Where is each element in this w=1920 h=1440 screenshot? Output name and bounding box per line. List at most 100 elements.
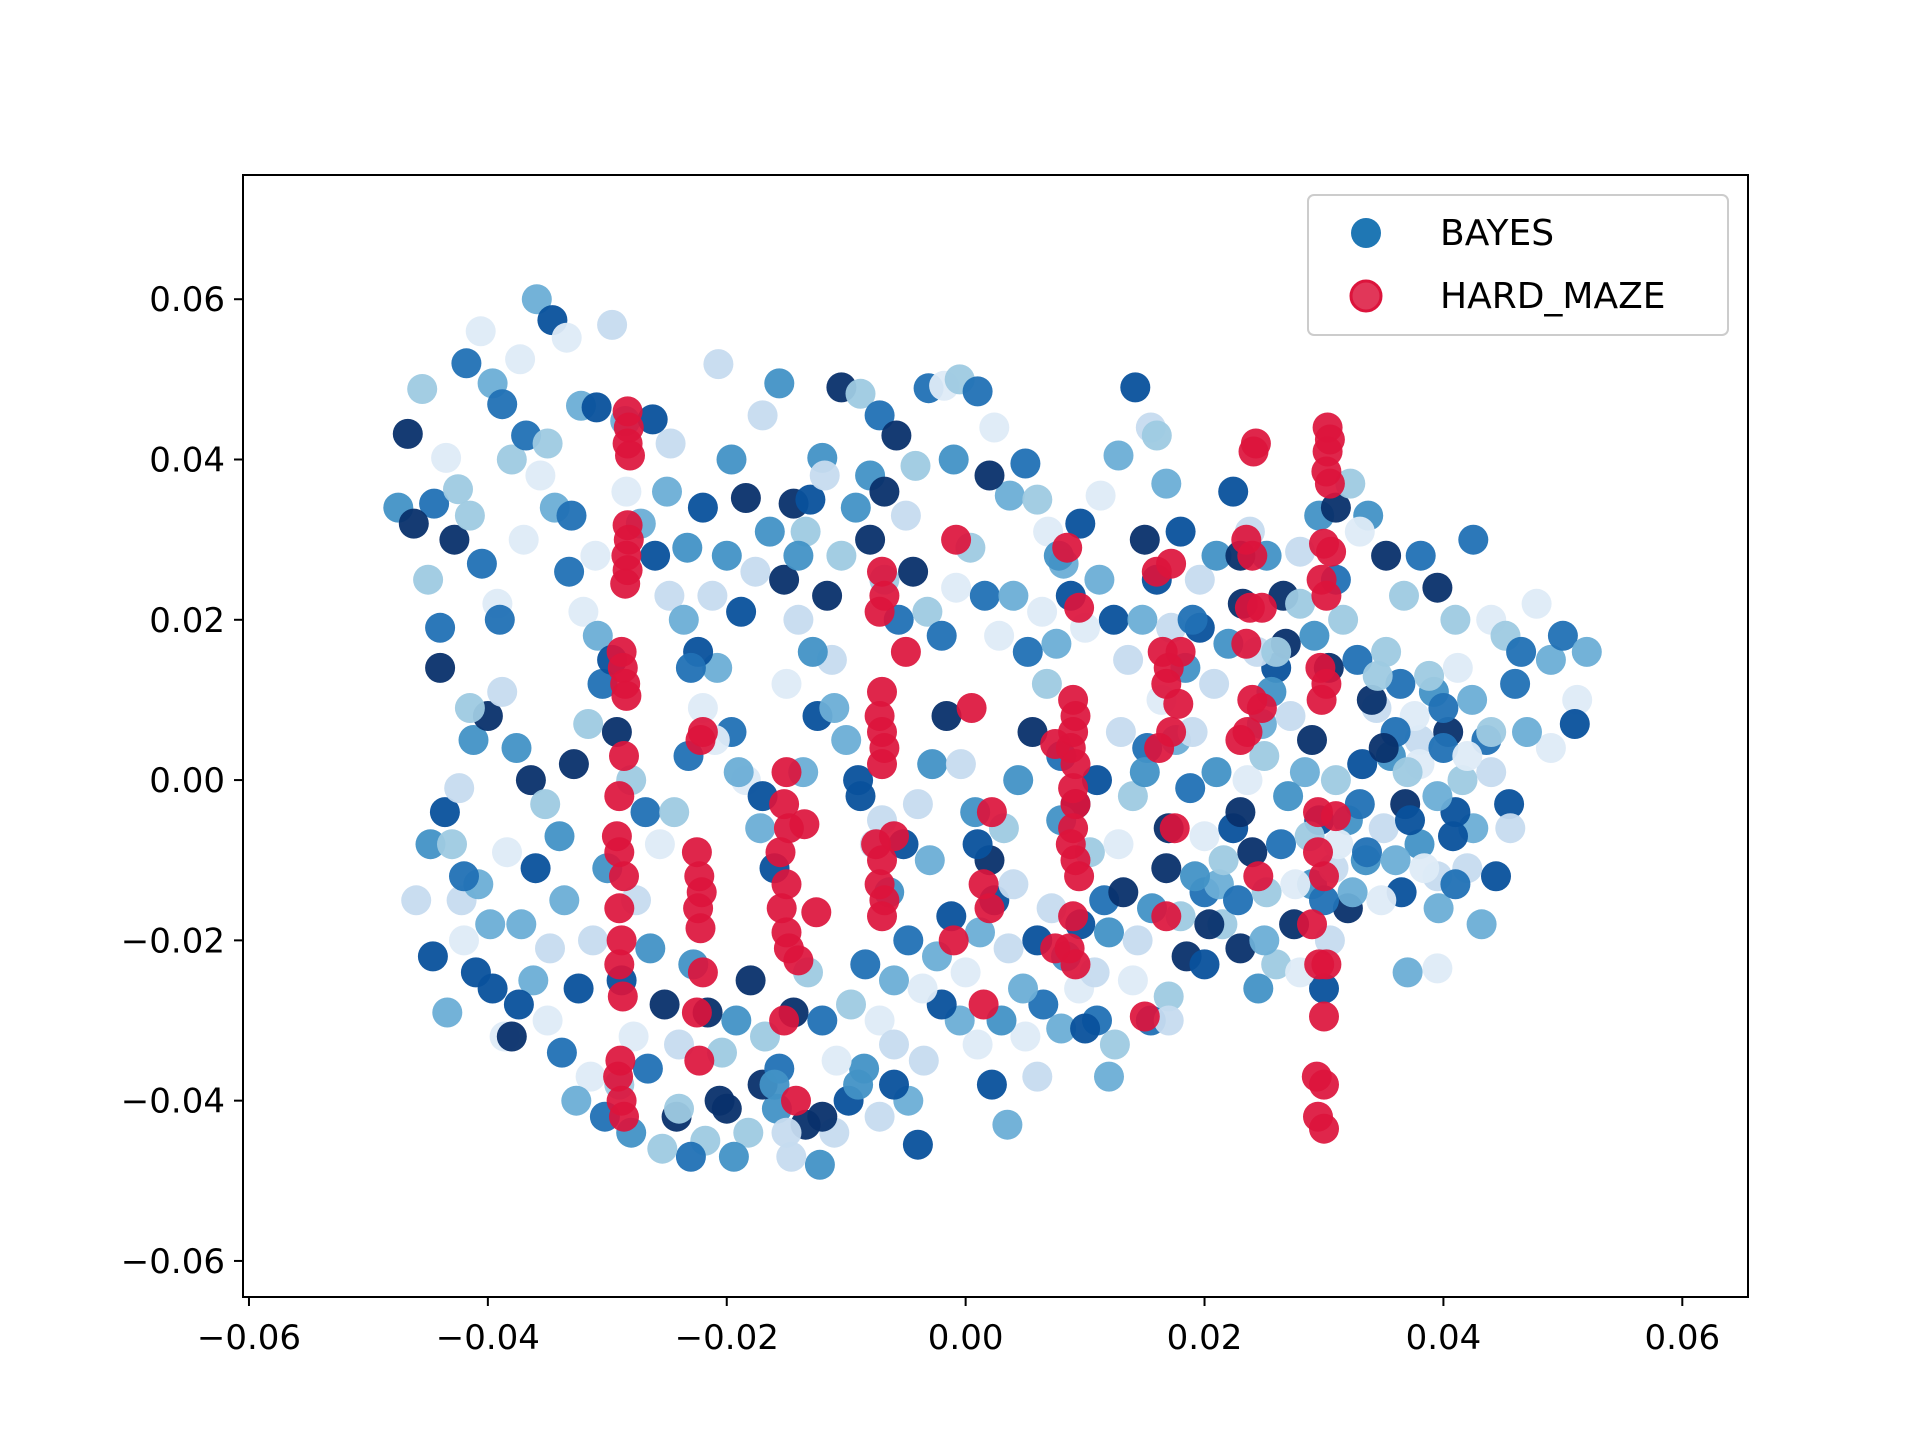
bayes-point xyxy=(415,829,446,860)
x-tick-label: 0.02 xyxy=(1167,1318,1243,1358)
hard-maze-point xyxy=(681,997,712,1028)
bayes-point xyxy=(936,901,967,932)
bayes-point xyxy=(697,580,728,611)
hard-maze-point xyxy=(1311,580,1342,611)
bayes-point xyxy=(437,829,467,860)
bayes-point xyxy=(417,941,448,972)
bayes-point xyxy=(1273,781,1304,812)
bayes-point xyxy=(1476,757,1507,788)
bayes-point xyxy=(797,636,828,667)
bayes-point xyxy=(1027,596,1058,627)
bayes-point xyxy=(890,500,921,531)
bayes-point xyxy=(1495,813,1526,844)
bayes-point xyxy=(711,540,742,571)
bayes-point xyxy=(1494,789,1525,820)
bayes-point xyxy=(881,420,912,451)
legend-marker-hard-maze xyxy=(1349,279,1383,313)
bayes-point xyxy=(893,925,924,956)
hard-maze-point xyxy=(781,1085,811,1116)
bayes-point xyxy=(984,620,1015,651)
bayes-point xyxy=(826,540,857,571)
y-tick-label: −0.06 xyxy=(121,1242,225,1282)
bayes-point xyxy=(721,1005,752,1036)
bayes-point xyxy=(974,460,1005,491)
hard-maze-point xyxy=(1225,725,1256,755)
bayes-point xyxy=(735,965,766,996)
bayes-point xyxy=(1506,636,1537,667)
bayes-point xyxy=(549,885,580,916)
bayes-point xyxy=(1177,717,1208,747)
x-axis: −0.06 −0.04 −0.02 0.00 0.02 0.04 0.06 xyxy=(197,1297,1720,1358)
bayes-point xyxy=(454,500,485,531)
hard-maze-point xyxy=(1144,733,1175,763)
bayes-point xyxy=(1129,757,1160,788)
bayes-point xyxy=(1535,644,1566,675)
bayes-point xyxy=(1010,1021,1041,1052)
y-tick-label: 0.04 xyxy=(149,441,225,481)
bayes-point xyxy=(1085,480,1116,511)
bayes-point xyxy=(1249,925,1280,956)
hard-maze-point xyxy=(1314,468,1345,499)
bayes-point xyxy=(398,508,429,539)
bayes-point xyxy=(1344,516,1375,547)
bayes-point xyxy=(1352,837,1382,868)
bayes-point xyxy=(1175,773,1206,804)
bayes-point xyxy=(1065,508,1096,539)
bayes-point xyxy=(998,580,1029,611)
bayes-point xyxy=(1562,684,1593,715)
bayes-point xyxy=(1280,869,1311,900)
hard-maze-point xyxy=(867,845,897,876)
hard-maze-point xyxy=(771,757,802,788)
bayes-point xyxy=(1440,604,1471,635)
bayes-point xyxy=(1414,660,1445,691)
bayes-point xyxy=(1559,709,1590,739)
legend-marker-bayes xyxy=(1351,218,1381,248)
bayes-point xyxy=(1010,448,1041,479)
bayes-point xyxy=(1389,580,1419,611)
bayes-point xyxy=(551,322,582,353)
bayes-point xyxy=(1337,877,1368,908)
bayes-point xyxy=(783,604,814,635)
bayes-point xyxy=(505,344,536,375)
bayes-point xyxy=(544,821,575,852)
bayes-point xyxy=(962,829,993,860)
bayes-point xyxy=(1117,965,1148,996)
bayes-point xyxy=(582,620,613,651)
hard-maze-point xyxy=(941,524,972,555)
bayes-point xyxy=(1151,468,1182,499)
bayes-point xyxy=(759,1069,790,1100)
hard-maze-point xyxy=(685,725,716,755)
bayes-point xyxy=(451,348,482,379)
bayes-point xyxy=(1409,853,1440,884)
hard-maze-point xyxy=(615,440,645,471)
bayes-point xyxy=(945,749,976,780)
bayes-point xyxy=(1481,861,1511,892)
bayes-point xyxy=(506,909,537,940)
hard-maze-point xyxy=(1238,436,1269,467)
bayes-point xyxy=(1356,684,1387,715)
y-tick-label: 0.02 xyxy=(149,601,225,641)
y-tick-label: 0.00 xyxy=(149,761,225,801)
bayes-point xyxy=(962,376,993,407)
hard-maze-point xyxy=(1309,861,1339,892)
bayes-point xyxy=(1099,1029,1130,1060)
hard-maze-point xyxy=(606,925,637,956)
bayes-point xyxy=(1342,644,1373,675)
bayes-point xyxy=(449,861,479,892)
bayes-point xyxy=(1008,973,1038,1004)
bayes-point xyxy=(655,428,686,459)
bayes-point xyxy=(1184,564,1215,595)
bayes-point xyxy=(1022,484,1053,515)
bayes-point xyxy=(1380,845,1411,876)
hard-maze-point xyxy=(1156,548,1187,579)
hard-maze-point xyxy=(956,693,987,723)
hard-maze-point xyxy=(607,981,638,1012)
hard-maze-point xyxy=(1311,949,1342,980)
bayes-point xyxy=(992,1109,1023,1140)
hard-maze-point xyxy=(1246,693,1277,723)
bayes-point xyxy=(501,733,532,763)
bayes-point xyxy=(1103,829,1134,860)
hard-maze-point xyxy=(1165,636,1196,667)
hard-maze-point xyxy=(609,1101,639,1132)
hard-maze-point xyxy=(783,945,814,976)
